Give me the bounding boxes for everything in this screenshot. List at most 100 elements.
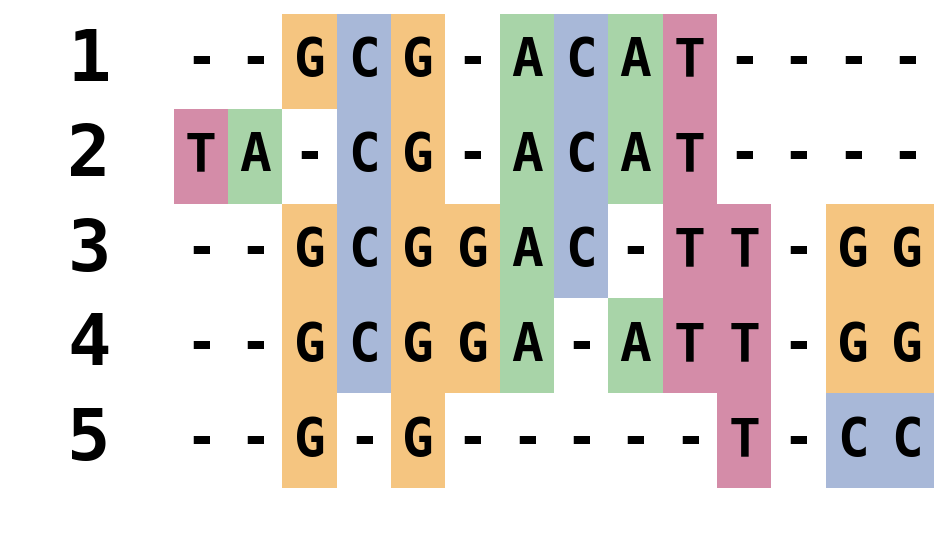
Text: A: A bbox=[239, 130, 271, 182]
Bar bbox=[283, 14, 337, 109]
Text: G: G bbox=[402, 225, 434, 277]
Text: -: - bbox=[674, 415, 706, 467]
Text: -: - bbox=[456, 130, 488, 182]
Text: -: - bbox=[185, 415, 217, 467]
Text: A: A bbox=[511, 35, 543, 87]
Bar bbox=[337, 109, 391, 204]
Text: G: G bbox=[402, 320, 434, 372]
Text: -: - bbox=[239, 225, 271, 277]
Text: -: - bbox=[565, 415, 597, 467]
Text: -: - bbox=[185, 320, 217, 372]
Text: 3: 3 bbox=[68, 216, 111, 286]
Bar bbox=[717, 393, 771, 488]
Text: T: T bbox=[185, 130, 217, 182]
Text: A: A bbox=[620, 35, 652, 87]
Bar bbox=[337, 204, 391, 298]
Text: -: - bbox=[782, 35, 814, 87]
Bar bbox=[391, 298, 445, 393]
Bar bbox=[500, 109, 554, 204]
Text: -: - bbox=[511, 415, 543, 467]
Text: -: - bbox=[565, 320, 597, 372]
Text: G: G bbox=[891, 320, 923, 372]
Bar bbox=[174, 109, 228, 204]
Text: G: G bbox=[456, 225, 488, 277]
Bar bbox=[337, 298, 391, 393]
Bar bbox=[663, 204, 717, 298]
Bar bbox=[283, 204, 337, 298]
Bar bbox=[880, 298, 934, 393]
Text: G: G bbox=[402, 415, 434, 467]
Text: -: - bbox=[782, 415, 814, 467]
Text: A: A bbox=[511, 225, 543, 277]
Bar bbox=[283, 298, 337, 393]
Bar bbox=[391, 109, 445, 204]
Text: -: - bbox=[729, 130, 760, 182]
Bar bbox=[554, 109, 608, 204]
Text: G: G bbox=[402, 130, 434, 182]
Text: -: - bbox=[837, 130, 869, 182]
Text: G: G bbox=[837, 320, 869, 372]
Text: -: - bbox=[294, 130, 326, 182]
Text: -: - bbox=[782, 130, 814, 182]
Text: C: C bbox=[348, 35, 379, 87]
Bar bbox=[554, 204, 608, 298]
Text: C: C bbox=[565, 35, 597, 87]
Text: -: - bbox=[185, 35, 217, 87]
Text: -: - bbox=[456, 415, 488, 467]
Text: -: - bbox=[891, 130, 923, 182]
Text: T: T bbox=[674, 35, 706, 87]
Text: C: C bbox=[891, 415, 923, 467]
Text: G: G bbox=[294, 415, 326, 467]
Text: -: - bbox=[837, 35, 869, 87]
Text: -: - bbox=[348, 415, 379, 467]
Bar bbox=[608, 14, 663, 109]
Bar bbox=[825, 298, 880, 393]
Text: G: G bbox=[456, 320, 488, 372]
Text: T: T bbox=[674, 225, 706, 277]
Text: -: - bbox=[239, 35, 271, 87]
Text: G: G bbox=[837, 225, 869, 277]
Text: T: T bbox=[674, 320, 706, 372]
Bar bbox=[663, 109, 717, 204]
Text: -: - bbox=[620, 415, 652, 467]
Text: -: - bbox=[185, 225, 217, 277]
Bar bbox=[717, 298, 771, 393]
Text: C: C bbox=[348, 130, 379, 182]
Text: 1: 1 bbox=[68, 27, 111, 96]
Bar bbox=[825, 204, 880, 298]
Bar bbox=[391, 204, 445, 298]
Text: -: - bbox=[891, 35, 923, 87]
Bar bbox=[391, 393, 445, 488]
Bar bbox=[500, 204, 554, 298]
Bar bbox=[445, 204, 500, 298]
Bar bbox=[283, 393, 337, 488]
Text: 5: 5 bbox=[68, 406, 111, 475]
Text: 2: 2 bbox=[68, 122, 111, 191]
Text: C: C bbox=[348, 320, 379, 372]
Bar bbox=[663, 14, 717, 109]
Text: A: A bbox=[620, 320, 652, 372]
Text: G: G bbox=[294, 225, 326, 277]
Text: T: T bbox=[729, 225, 760, 277]
Text: G: G bbox=[402, 35, 434, 87]
Bar bbox=[717, 204, 771, 298]
Bar bbox=[391, 14, 445, 109]
Text: -: - bbox=[620, 225, 652, 277]
Text: G: G bbox=[294, 35, 326, 87]
Text: -: - bbox=[729, 35, 760, 87]
Text: -: - bbox=[782, 225, 814, 277]
Text: T: T bbox=[674, 130, 706, 182]
Text: G: G bbox=[294, 320, 326, 372]
Text: A: A bbox=[620, 130, 652, 182]
Text: C: C bbox=[565, 225, 597, 277]
Bar bbox=[554, 14, 608, 109]
Bar bbox=[608, 298, 663, 393]
Bar bbox=[663, 298, 717, 393]
Text: C: C bbox=[837, 415, 869, 467]
Bar bbox=[608, 109, 663, 204]
Text: T: T bbox=[729, 415, 760, 467]
Text: G: G bbox=[891, 225, 923, 277]
Text: T: T bbox=[729, 320, 760, 372]
Text: A: A bbox=[511, 130, 543, 182]
Text: 4: 4 bbox=[68, 311, 111, 381]
